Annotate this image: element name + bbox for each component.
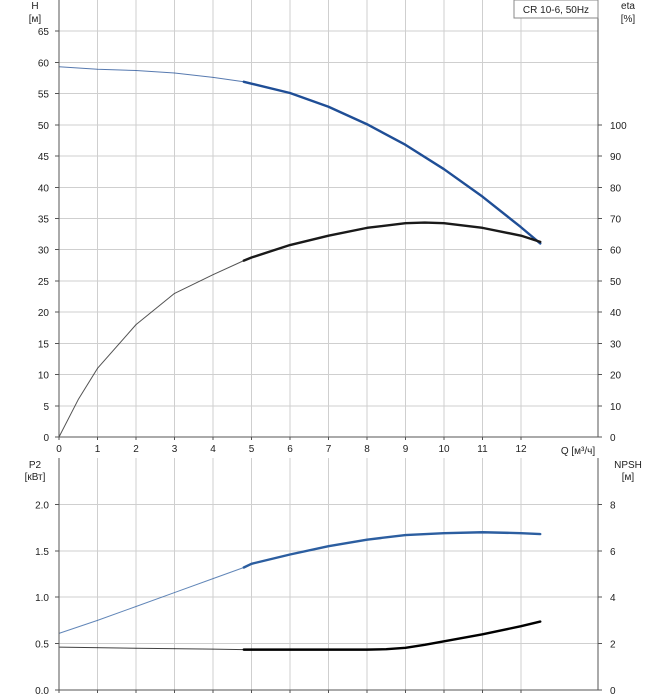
- right-axis-tick-label: 6: [610, 547, 616, 558]
- left-axis-tick-label: 55: [38, 90, 50, 101]
- left-axis-tick-label: 50: [38, 121, 50, 132]
- x-axis-tick-label: 7: [326, 444, 332, 455]
- top-chart-axes: 0510152025303540455055606501020304050607…: [38, 0, 627, 455]
- x-axis-tick-label: 0: [56, 444, 62, 455]
- right-axis-tick-label: 20: [610, 371, 622, 382]
- series-line-thin: [58, 260, 245, 438]
- right-axis-tick-label: 8: [610, 500, 616, 511]
- legend-label: CR 10-6, 50Hz: [523, 5, 589, 16]
- left-axis-tick-label: 1.0: [35, 593, 49, 604]
- x-axis-tick-label: 9: [403, 444, 409, 455]
- npsh-axis-title: NPSH: [614, 460, 642, 471]
- left-axis-tick-label: 15: [38, 339, 50, 350]
- bottom-chart-series: [58, 531, 542, 651]
- left-axis-tick-label: 20: [38, 308, 50, 319]
- left-axis-tick-label: 35: [38, 215, 50, 226]
- series-line-bold: [242, 221, 542, 262]
- x-axis-tick-label: 2: [133, 444, 139, 455]
- right-axis-tick-label: 4: [610, 593, 616, 604]
- x-axis-tick-label: 1: [95, 444, 101, 455]
- x-axis-tick-label: 8: [364, 444, 370, 455]
- series-line-thin: [58, 66, 244, 83]
- x-axis-tick-label: 3: [172, 444, 178, 455]
- left-axis-tick-label: 0: [43, 433, 49, 444]
- bottom-chart-grid: [58, 458, 598, 691]
- left-axis-tick-label: 45: [38, 152, 50, 163]
- right-axis-tick-label: 100: [610, 121, 627, 132]
- right-axis-tick-label: 10: [610, 402, 622, 413]
- series-line-bold: [242, 531, 542, 569]
- bottom-chart-axes: 0.0 0.5 1.0 1.5 2.0 0 2 4 6 8: [35, 458, 616, 697]
- left-axis-tick-label: 30: [38, 246, 50, 257]
- right-axis-tick-label: 30: [610, 339, 622, 350]
- left-axis-tick-label: 0.0: [35, 686, 49, 697]
- left-axis-tick-label: 65: [38, 27, 50, 38]
- right-axis-tick-label: 40: [610, 308, 622, 319]
- x-axis-tick-label: 12: [515, 444, 527, 455]
- right-axis-tick-label: 70: [610, 215, 622, 226]
- right-axis-tick-label: 50: [610, 277, 622, 288]
- right-axis-tick-label: 0: [610, 433, 616, 444]
- x-axis-tick-label: 5: [249, 444, 255, 455]
- series-line-bold: [242, 620, 542, 651]
- series-line-bold: [242, 80, 542, 245]
- q-axis-label: Q [м³/ч]: [561, 446, 596, 457]
- right-axis-tick-label: 60: [610, 246, 622, 257]
- right-axis-tick-label: 80: [610, 183, 622, 194]
- h-axis-title: H: [31, 1, 38, 12]
- top-chart-series: [58, 66, 542, 438]
- p2-axis-title: P2: [29, 460, 42, 471]
- p2-axis-unit: [кВт]: [25, 472, 46, 483]
- legend-box: [513, 0, 599, 19]
- left-axis-tick-label: 5: [43, 402, 49, 413]
- x-axis-tick-label: 10: [438, 444, 450, 455]
- series-line-thin: [58, 646, 244, 651]
- top-chart-grid: [58, 0, 598, 438]
- series-line-thin: [58, 567, 244, 634]
- left-axis-tick-label: 0.5: [35, 640, 49, 651]
- x-axis-tick-label: 11: [477, 444, 488, 455]
- x-axis-tick-label: 6: [287, 444, 293, 455]
- left-axis-tick-label: 60: [38, 58, 50, 69]
- left-axis-tick-label: 2.0: [35, 500, 49, 511]
- h-axis-unit: [м]: [29, 14, 42, 25]
- right-axis-tick-label: 0: [610, 686, 616, 697]
- left-axis-tick-label: 10: [38, 371, 50, 382]
- eta-axis-title: eta: [621, 1, 635, 12]
- eta-axis-unit: [%]: [621, 14, 636, 25]
- right-axis-tick-label: 2: [610, 640, 616, 651]
- x-axis-tick-label: 4: [210, 444, 216, 455]
- left-axis-tick-label: 1.5: [35, 547, 49, 558]
- left-axis-tick-label: 25: [38, 277, 50, 288]
- left-axis-tick-label: 40: [38, 183, 50, 194]
- npsh-axis-unit: [м]: [622, 472, 635, 483]
- right-axis-tick-label: 90: [610, 152, 622, 163]
